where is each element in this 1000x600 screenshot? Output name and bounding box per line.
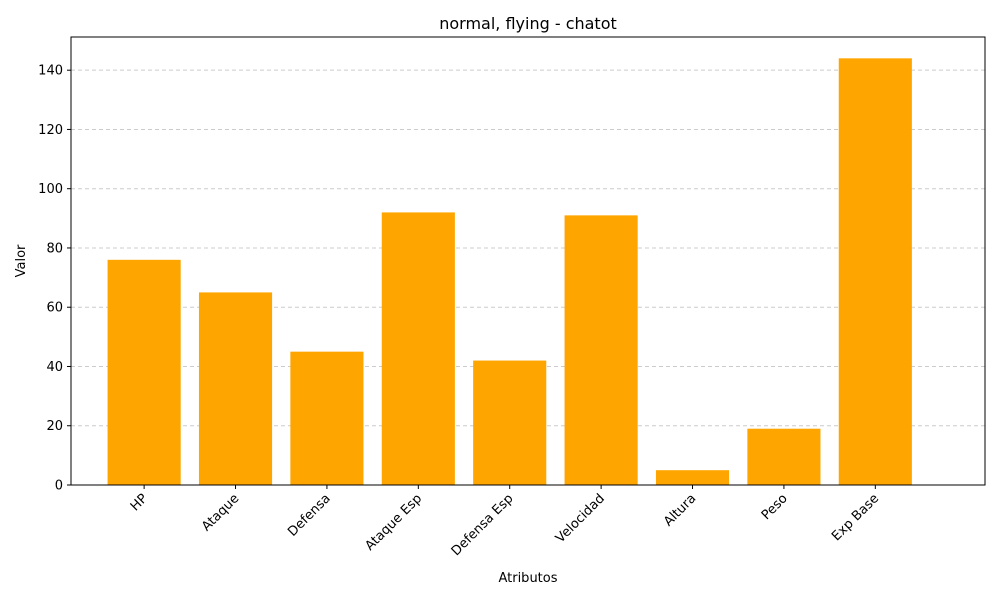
y-tick-label: 80 [46, 241, 63, 256]
x-tick-label: HP [128, 491, 151, 514]
y-tick-label: 140 [38, 64, 63, 79]
bar-hp [107, 259, 181, 485]
x-tick-label: Defensa Esp [449, 491, 517, 559]
y-tick-label: 0 [55, 479, 63, 494]
x-axis-title: Atributos [498, 571, 557, 586]
y-tick-label: 100 [38, 182, 63, 197]
bar-altura [655, 470, 730, 485]
x-tick-label: Defensa [285, 491, 333, 539]
x-tick-label: Peso [759, 491, 791, 523]
bar-defensa-esp [473, 360, 547, 485]
x-tick-label: Velocidad [553, 491, 608, 546]
bar-exp-base [838, 58, 912, 485]
y-tick-label: 40 [46, 360, 63, 375]
y-tick-label: 120 [38, 123, 63, 138]
plot-frame [70, 36, 986, 486]
bar-velocidad [564, 215, 638, 486]
x-tick-label: Exp Base [829, 491, 882, 544]
y-tick-label: 20 [46, 419, 63, 434]
chart-title: normal, flying - chatot [439, 14, 617, 33]
bar-ataque-esp [381, 212, 455, 485]
y-tick-label: 60 [46, 301, 63, 316]
bar-peso [747, 428, 821, 485]
y-axis-title: Valor [14, 244, 29, 277]
x-tick-label: Altura [661, 491, 699, 529]
x-tick-label: Ataque [199, 491, 242, 534]
x-tick-label: Ataque Esp [363, 491, 426, 554]
bar-defensa [290, 351, 364, 485]
bar-ataque [198, 292, 273, 485]
bar-layer [107, 58, 912, 486]
